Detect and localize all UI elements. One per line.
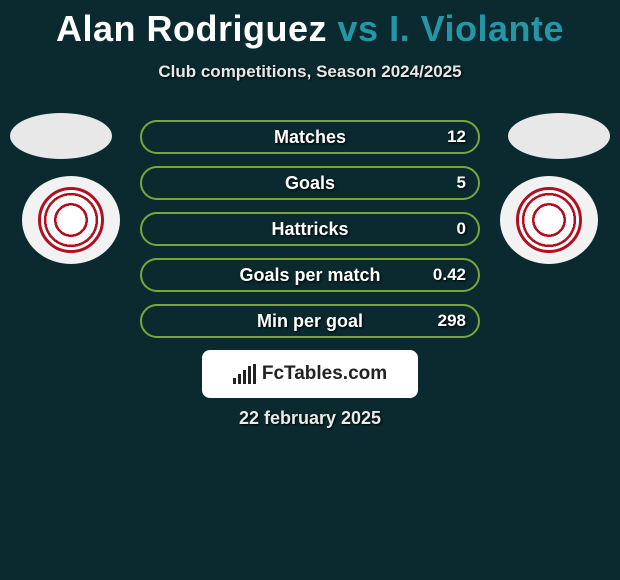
brand-text: FcTables.com [262, 363, 387, 385]
player2-name: I. Violante [389, 8, 564, 49]
club-badge-icon [516, 187, 582, 253]
stat-value: 298 [438, 311, 466, 331]
subtitle: Club competitions, Season 2024/2025 [0, 62, 620, 82]
vs-text: vs [338, 8, 379, 49]
club-badge-icon [38, 187, 104, 253]
player2-club-logo [500, 176, 598, 264]
player1-avatar-placeholder [10, 113, 112, 159]
stat-value: 0 [457, 219, 466, 239]
stat-label: Goals [285, 173, 335, 194]
stat-value: 12 [447, 127, 466, 147]
stat-value: 5 [457, 173, 466, 193]
stat-label: Goals per match [239, 265, 380, 286]
player2-avatar-placeholder [508, 113, 610, 159]
stat-bar-goals-per-match: Goals per match 0.42 [140, 258, 480, 292]
stats-list: Matches 12 Goals 5 Hattricks 0 Goals per… [140, 120, 480, 338]
stat-label: Hattricks [271, 219, 348, 240]
stat-bar-hattricks: Hattricks 0 [140, 212, 480, 246]
stat-label: Min per goal [257, 311, 363, 332]
date-text: 22 february 2025 [0, 408, 620, 429]
player1-name: Alan Rodriguez [56, 8, 327, 49]
stat-bar-min-per-goal: Min per goal 298 [140, 304, 480, 338]
stat-bar-goals: Goals 5 [140, 166, 480, 200]
page-title: Alan Rodriguez vs I. Violante [0, 0, 620, 50]
brand-logo: FcTables.com [202, 350, 418, 398]
stat-bar-matches: Matches 12 [140, 120, 480, 154]
bar-chart-icon [233, 364, 256, 384]
player1-club-logo [22, 176, 120, 264]
stat-value: 0.42 [433, 265, 466, 285]
stat-label: Matches [274, 127, 346, 148]
